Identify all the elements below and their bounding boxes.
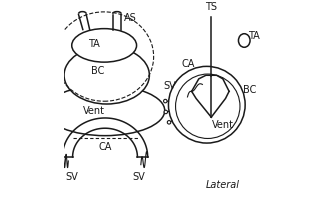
- Circle shape: [167, 121, 171, 124]
- Text: BC: BC: [91, 66, 105, 75]
- Ellipse shape: [45, 85, 165, 136]
- Text: SV: SV: [163, 81, 176, 91]
- Circle shape: [164, 110, 167, 114]
- Ellipse shape: [72, 29, 137, 62]
- Ellipse shape: [239, 34, 250, 47]
- Text: Vent: Vent: [83, 106, 105, 115]
- Text: AS: AS: [124, 13, 137, 23]
- Text: SV: SV: [65, 172, 78, 182]
- Text: TS: TS: [205, 2, 217, 12]
- Text: TA: TA: [248, 31, 260, 41]
- Text: BC: BC: [243, 85, 256, 95]
- Text: CA: CA: [181, 59, 195, 69]
- Ellipse shape: [64, 46, 149, 104]
- Text: Lateral: Lateral: [206, 180, 240, 190]
- Text: TA: TA: [88, 39, 100, 48]
- Text: Vent: Vent: [212, 120, 234, 130]
- Circle shape: [164, 99, 167, 103]
- Text: CA: CA: [98, 142, 112, 152]
- Text: SV: SV: [132, 172, 145, 182]
